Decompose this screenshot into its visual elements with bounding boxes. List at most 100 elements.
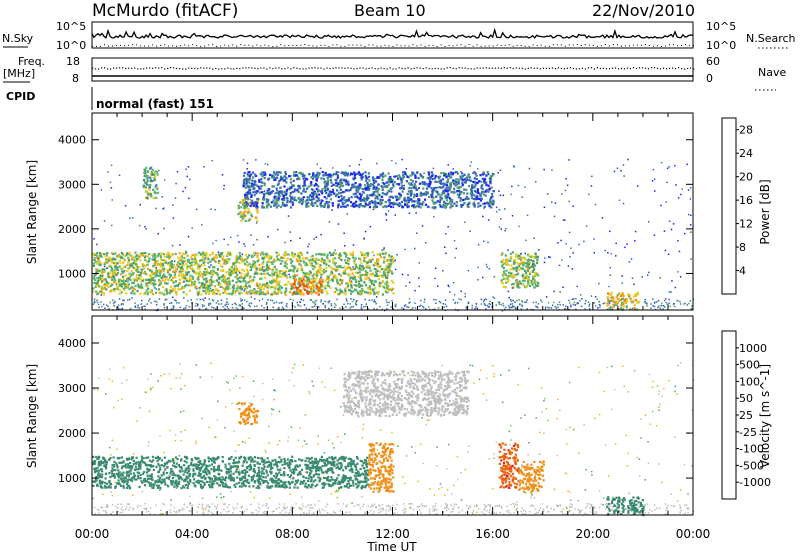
region-cell (349, 252, 352, 255)
region-cell (193, 259, 196, 262)
nsearch-dot (200, 45, 202, 47)
scatter-cell (358, 163, 361, 166)
region-cell (340, 205, 343, 208)
region-cell (431, 199, 434, 202)
region-cell (204, 289, 208, 292)
region-cell (114, 265, 117, 268)
region-cell (122, 275, 125, 278)
region-cell (154, 291, 158, 294)
region-cell (396, 183, 399, 186)
region-cell (390, 258, 393, 261)
scatter-cell (659, 277, 661, 279)
region-cell (299, 171, 302, 174)
region-cell (194, 261, 197, 264)
region-cell (318, 281, 321, 284)
scatter-cell (360, 306, 363, 308)
region-cell (317, 287, 320, 290)
region-cell (275, 191, 278, 194)
nave-dot (392, 68, 394, 70)
region-cell (380, 195, 384, 198)
region-cell (504, 273, 507, 276)
scatter-cell (145, 228, 147, 230)
region-cell (229, 253, 233, 256)
region-cell (101, 280, 104, 283)
region-cell (220, 275, 224, 278)
region-cell (364, 184, 367, 187)
nave-dot (693, 68, 695, 70)
scatter-cell (419, 173, 421, 175)
scatter-cell (499, 169, 502, 171)
scatter-cell (513, 166, 516, 168)
scatter-cell (570, 306, 572, 308)
region-cell (402, 175, 405, 179)
region-cell (365, 271, 368, 274)
region-cell (237, 270, 241, 273)
scatter-cell (657, 299, 660, 302)
region-cell (502, 277, 505, 280)
nsearch-dot (160, 44, 162, 46)
region-cell (246, 256, 249, 259)
nave-label: Nave (758, 66, 786, 79)
region-cell (240, 201, 243, 204)
scatter-cell (428, 306, 430, 308)
region-cell (229, 287, 232, 290)
scatter-cell (420, 304, 422, 307)
scatter-cell (158, 298, 161, 300)
scatter-cell (139, 204, 141, 206)
nave-dot (428, 68, 430, 70)
region-cell (312, 173, 315, 176)
nave-dot (614, 67, 617, 69)
region-cell (355, 284, 358, 287)
region-cell (156, 173, 159, 176)
region-cell (271, 261, 274, 264)
scatter-cell (303, 304, 306, 306)
region-cell (515, 280, 518, 283)
region-cell (486, 188, 489, 191)
region-cell (442, 185, 445, 188)
region-cell (537, 274, 540, 277)
region-cell (281, 260, 284, 263)
region-cell (116, 268, 119, 271)
nsearch-dot (100, 45, 101, 47)
region-cell (345, 180, 348, 183)
scatter-cell (482, 215, 484, 218)
nave-dot (455, 68, 457, 70)
region-cell (383, 182, 386, 185)
region-cell (356, 271, 359, 274)
nsearch-dot (540, 44, 542, 46)
nave-dot (164, 68, 166, 70)
region-cell (189, 261, 192, 264)
scatter-cell (262, 266, 264, 268)
nsearch-dot (300, 44, 302, 46)
scatter-cell (328, 221, 331, 223)
region-cell (208, 272, 211, 275)
region-cell (339, 188, 342, 191)
nsearch-dot (264, 44, 266, 46)
scatter-cell (390, 306, 392, 308)
region-cell (274, 201, 277, 204)
region-cell (509, 259, 512, 262)
region-cell (338, 186, 341, 189)
nave-dot (554, 68, 556, 70)
region-cell (473, 171, 476, 174)
scatter-cell (562, 304, 564, 306)
region-cell (324, 285, 327, 288)
nave-dot (149, 67, 151, 69)
scatter-cell (173, 306, 175, 308)
nave-dot (620, 67, 623, 70)
region-cell (210, 281, 214, 284)
scatter-cell (371, 299, 373, 301)
region-cell (105, 260, 108, 263)
region-cell (149, 280, 152, 283)
region-cell (391, 186, 394, 190)
scatter-cell (100, 294, 102, 296)
region-cell (489, 180, 492, 184)
scatter-cell (186, 175, 188, 178)
region-cell (371, 273, 374, 276)
scatter-cell (511, 215, 514, 217)
nave-dot (194, 67, 196, 70)
scatter-cell (373, 254, 375, 257)
region-cell (164, 259, 167, 263)
region-cell (196, 267, 199, 270)
region-cell (294, 286, 298, 289)
